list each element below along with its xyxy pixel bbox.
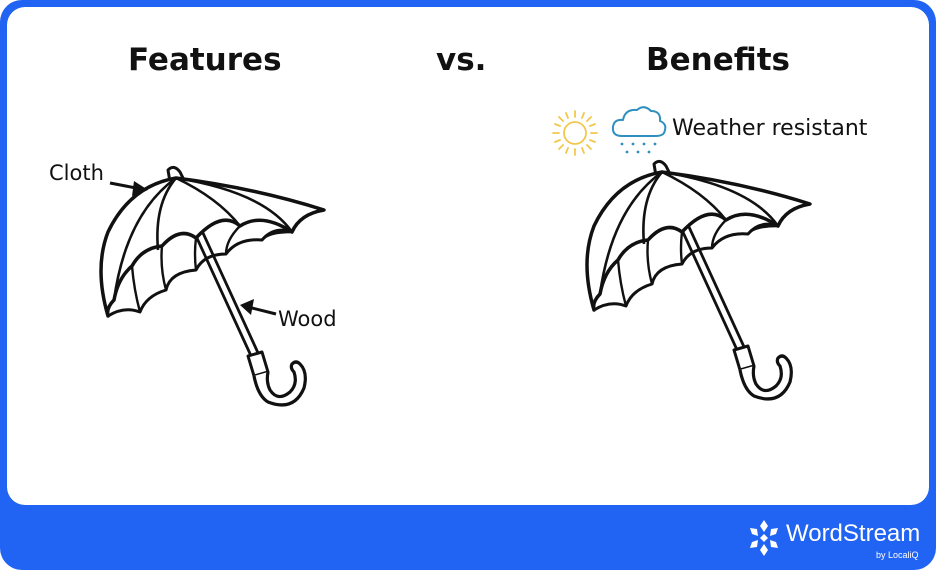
- wordstream-logo[interactable]: WordStream by LocaliQ: [744, 514, 924, 564]
- vs-heading: vs.: [436, 42, 487, 78]
- cloth-label: Cloth: [49, 161, 104, 185]
- brand-tagline: by LocaliQ: [876, 550, 919, 560]
- cloth-arrow-icon: [109, 181, 148, 196]
- benefits-umbrella-icon: [585, 159, 812, 401]
- sun-icon: [552, 110, 598, 156]
- snowflake-logo-icon: [750, 520, 778, 556]
- brand-name: WordStream: [786, 520, 921, 547]
- features-umbrella-icon: [99, 165, 326, 407]
- rain-cloud-icon: [611, 106, 667, 154]
- benefits-heading: Benefits: [646, 42, 790, 78]
- weather-resistant-label: Weather resistant: [672, 116, 868, 141]
- wood-label: Wood: [278, 307, 337, 331]
- features-heading: Features: [128, 42, 282, 78]
- wood-arrow-icon: [240, 299, 277, 316]
